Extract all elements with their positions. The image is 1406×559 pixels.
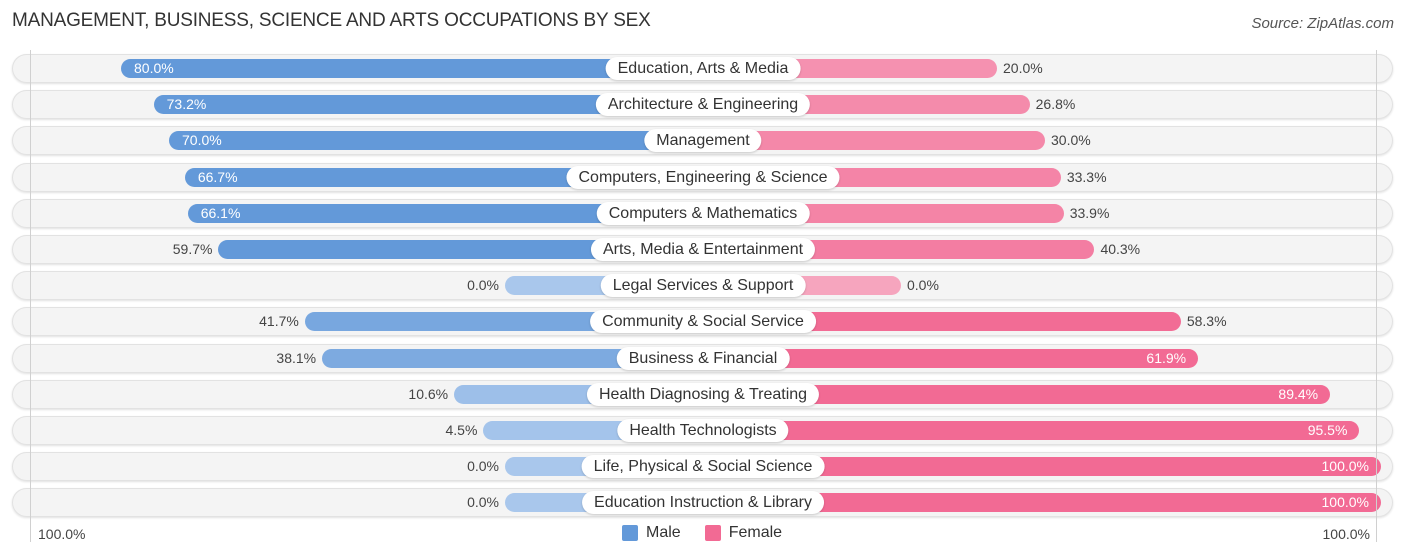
value-label-female: 58.3% <box>1186 313 1227 330</box>
category-label: Legal Services & Support <box>600 274 806 298</box>
bar-male[interactable] <box>322 348 703 368</box>
category-label: Life, Physical & Social Science <box>581 455 825 479</box>
bar-female[interactable] <box>703 384 1331 404</box>
legend-item-male[interactable]: Male <box>622 524 681 542</box>
bar-male[interactable] <box>121 59 703 78</box>
bar-female[interactable] <box>703 493 1381 513</box>
value-label-female: 33.3% <box>1066 168 1107 185</box>
bar-male[interactable] <box>153 95 703 115</box>
category-label: Business & Financial <box>616 346 790 370</box>
value-label-male: 38.1% <box>276 349 317 366</box>
value-label-female: 89.4% <box>1278 385 1319 402</box>
value-label-male: 10.6% <box>408 385 449 402</box>
legend-swatch-male <box>622 525 638 541</box>
value-label-male: 41.7% <box>259 313 299 330</box>
value-label-female: 100.0% <box>1321 494 1369 511</box>
bar-female[interactable] <box>703 457 1381 477</box>
value-label-male: 59.7% <box>172 241 213 257</box>
bar-female[interactable] <box>703 421 1360 440</box>
bar-female[interactable] <box>703 131 1045 151</box>
category-label: Arts, Media & Entertainment <box>590 238 816 261</box>
value-label-male: 0.0% <box>467 494 499 511</box>
legend-label-male: Male <box>646 524 681 541</box>
right-axis-line <box>1376 50 1377 542</box>
legend-swatch-female <box>704 525 721 541</box>
category-label: Community & Social Service <box>590 310 816 334</box>
category-label: Computers, Engineering & Science <box>566 165 840 189</box>
value-label-female: 40.3% <box>1100 241 1141 257</box>
category-label: Education, Arts & Media <box>605 57 801 80</box>
value-label-male: 0.0% <box>467 277 499 294</box>
bar-female[interactable] <box>703 348 1199 368</box>
value-label-female: 30.0% <box>1051 132 1091 149</box>
legend-item-female[interactable]: Female <box>704 524 783 542</box>
category-label: Health Technologists <box>617 419 789 442</box>
bar-female[interactable] <box>703 312 1181 332</box>
bar-male[interactable] <box>218 240 703 259</box>
value-label-male: 80.0% <box>134 60 174 76</box>
value-label-male: 0.0% <box>467 458 499 475</box>
value-label-male: 66.7% <box>197 168 238 185</box>
legend: Male Female <box>622 524 806 542</box>
category-label: Architecture & Engineering <box>595 93 811 117</box>
value-label-female: 26.8% <box>1035 96 1076 113</box>
value-label-male: 73.2% <box>166 96 207 113</box>
value-label-male: 70.0% <box>182 132 222 149</box>
axis-right-label: 100.0% <box>1322 526 1370 542</box>
bar-male[interactable] <box>187 203 703 223</box>
category-label: Computers & Mathematics <box>596 201 810 225</box>
category-label: Education Instruction & Library <box>582 491 824 515</box>
chart-title: MANAGEMENT, BUSINESS, SCIENCE AND ARTS O… <box>12 10 651 31</box>
bar-male[interactable] <box>169 131 703 151</box>
value-label-male: 4.5% <box>445 422 478 438</box>
source-label: Source: ZipAtlas.com <box>1251 15 1394 32</box>
left-axis-line <box>30 50 31 542</box>
category-label: Management <box>644 129 762 153</box>
value-label-female: 33.9% <box>1069 204 1110 221</box>
value-label-female: 61.9% <box>1146 349 1187 366</box>
axis-left-label: 100.0% <box>38 526 86 542</box>
value-label-male: 66.1% <box>200 204 241 221</box>
value-label-female: 95.5% <box>1307 422 1348 438</box>
value-label-female: 20.0% <box>1003 60 1043 76</box>
value-label-female: 0.0% <box>907 277 939 294</box>
value-label-female: 100.0% <box>1321 458 1369 475</box>
category-label: Health Diagnosing & Treating <box>586 382 820 406</box>
legend-label-female: Female <box>728 524 783 541</box>
